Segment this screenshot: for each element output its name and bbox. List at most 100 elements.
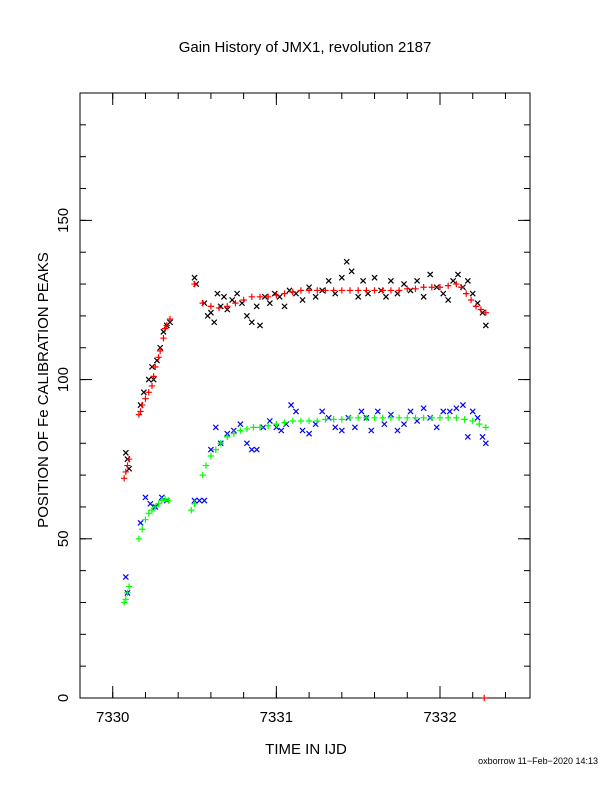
data-point bbox=[232, 299, 239, 307]
data-point bbox=[237, 421, 244, 428]
data-point bbox=[142, 516, 149, 523]
data-point bbox=[152, 363, 159, 371]
data-point bbox=[355, 293, 362, 300]
data-point bbox=[202, 462, 210, 469]
data-point bbox=[135, 411, 143, 418]
data-point bbox=[196, 497, 203, 504]
data-point bbox=[248, 446, 255, 453]
data-point bbox=[212, 424, 219, 431]
data-point bbox=[404, 414, 411, 421]
data-point bbox=[322, 416, 329, 423]
data-point bbox=[436, 284, 444, 291]
data-point bbox=[420, 284, 427, 291]
data-point bbox=[387, 287, 395, 294]
data-point bbox=[253, 303, 260, 310]
data-point bbox=[224, 433, 231, 441]
data-point bbox=[379, 287, 386, 294]
data-point bbox=[479, 433, 486, 440]
data-point bbox=[305, 287, 313, 294]
data-point bbox=[379, 414, 386, 421]
data-point bbox=[446, 408, 453, 415]
data-point bbox=[273, 291, 280, 299]
data-point bbox=[137, 519, 144, 526]
data-point bbox=[145, 510, 152, 517]
data-point bbox=[250, 424, 257, 431]
data-point bbox=[138, 401, 146, 409]
data-point bbox=[414, 277, 421, 284]
data-point bbox=[264, 293, 272, 300]
data-point bbox=[346, 414, 354, 421]
data-point bbox=[436, 414, 444, 421]
data-point bbox=[142, 494, 149, 501]
data-point bbox=[199, 471, 206, 479]
y-tick-label: 100 bbox=[55, 367, 72, 392]
data-point bbox=[145, 389, 152, 396]
data-point bbox=[363, 414, 370, 421]
data-point bbox=[234, 290, 241, 297]
data-point bbox=[224, 303, 231, 310]
data-point bbox=[420, 414, 427, 421]
data-point bbox=[445, 296, 452, 303]
data-point bbox=[420, 405, 427, 412]
data-point bbox=[330, 287, 337, 294]
y-tick-label: 50 bbox=[55, 530, 72, 547]
data-point bbox=[482, 322, 489, 329]
data-point bbox=[207, 452, 215, 460]
data-point bbox=[122, 449, 129, 456]
data-point bbox=[215, 304, 223, 312]
x-axis-label: TIME IN IJD bbox=[265, 741, 347, 758]
data-point bbox=[155, 500, 162, 507]
x-tick-label: 7330 bbox=[96, 709, 129, 726]
data-point bbox=[278, 427, 285, 434]
data-point bbox=[125, 583, 133, 590]
data-point bbox=[338, 427, 345, 434]
data-point bbox=[191, 280, 198, 288]
data-point bbox=[387, 414, 395, 421]
data-point bbox=[482, 440, 489, 447]
data-point bbox=[360, 277, 367, 284]
data-point bbox=[289, 417, 296, 425]
data-point bbox=[440, 290, 447, 297]
data-point bbox=[217, 440, 224, 447]
data-point bbox=[161, 495, 169, 503]
data-point bbox=[147, 500, 154, 507]
data-point bbox=[207, 446, 214, 453]
data-point bbox=[394, 427, 401, 434]
data-point bbox=[306, 430, 313, 437]
data-point bbox=[407, 408, 414, 415]
data-point bbox=[444, 414, 452, 421]
data-point bbox=[374, 408, 381, 415]
data-point bbox=[314, 417, 321, 425]
data-point bbox=[343, 258, 350, 265]
data-point bbox=[412, 414, 419, 421]
data-point bbox=[207, 309, 214, 316]
data-point bbox=[152, 503, 159, 511]
data-point bbox=[420, 293, 427, 300]
data-point bbox=[120, 599, 128, 606]
data-point bbox=[330, 416, 337, 423]
data-point bbox=[212, 446, 220, 453]
data-point bbox=[482, 424, 490, 431]
data-point bbox=[400, 421, 408, 428]
data-point bbox=[191, 274, 198, 281]
data-point bbox=[214, 290, 221, 297]
data-point bbox=[482, 309, 490, 316]
data-point bbox=[458, 284, 465, 291]
data-point bbox=[248, 293, 256, 300]
data-point bbox=[404, 285, 411, 293]
data-point bbox=[281, 290, 288, 297]
data-point bbox=[467, 296, 475, 304]
data-point bbox=[158, 497, 166, 504]
data-point bbox=[459, 402, 466, 409]
data-point bbox=[188, 506, 195, 514]
data-point bbox=[469, 408, 476, 415]
data-point bbox=[273, 420, 280, 428]
data-point bbox=[450, 277, 457, 284]
data-point bbox=[142, 395, 149, 402]
data-point bbox=[120, 475, 128, 482]
y-tick-label: 150 bbox=[55, 208, 72, 233]
data-point bbox=[464, 277, 471, 284]
data-point bbox=[382, 293, 390, 300]
data-point bbox=[243, 312, 250, 319]
data-point bbox=[135, 535, 143, 542]
